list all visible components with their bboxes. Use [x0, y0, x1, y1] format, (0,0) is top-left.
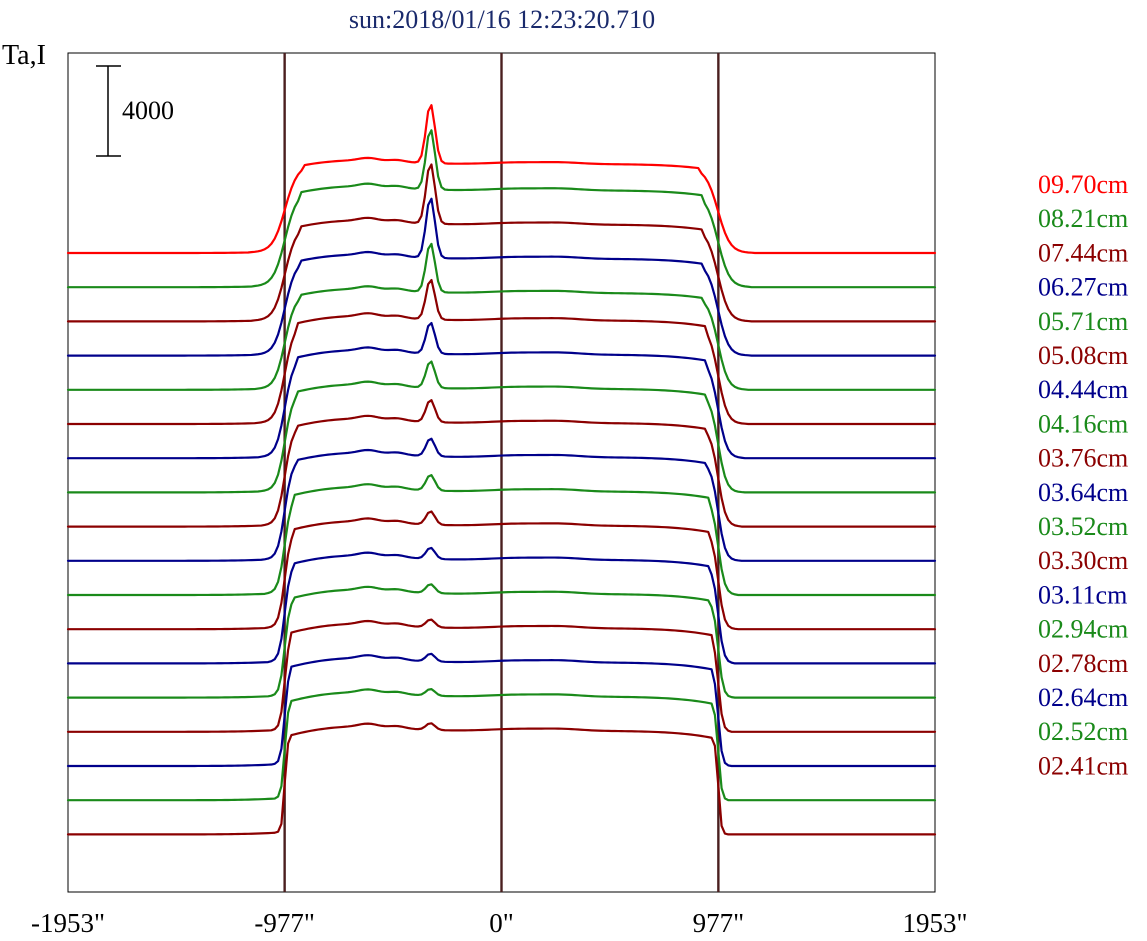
series-line-06.27cm: [66, 197, 937, 357]
series-line-08.21cm: [66, 129, 937, 289]
legend-item: 02.94cm: [1038, 615, 1128, 644]
series-line-02.94cm: [66, 583, 937, 699]
series-line-02.78cm: [66, 618, 937, 733]
legend-item: 09.70cm: [1038, 170, 1128, 199]
series-line-05.71cm: [66, 242, 937, 391]
legend-item: 04.44cm: [1038, 375, 1128, 404]
series-line-03.52cm: [66, 474, 937, 597]
legend-item: 03.30cm: [1038, 546, 1128, 575]
legend-item: 05.71cm: [1038, 307, 1128, 336]
series-line-07.44cm: [66, 163, 937, 323]
x-tick-label: 977": [693, 908, 745, 938]
chart-title: sun:2018/01/16 12:23:20.710: [349, 5, 655, 34]
x-tick-label: 1953": [902, 908, 967, 938]
legend-item: 05.08cm: [1038, 341, 1128, 370]
legend-item: 07.44cm: [1038, 238, 1128, 267]
legend-item: 06.27cm: [1038, 273, 1128, 302]
series-line-04.16cm: [66, 360, 937, 494]
legend-item: 02.52cm: [1038, 717, 1128, 746]
legend-item: 03.52cm: [1038, 512, 1128, 541]
series-line-03.76cm: [66, 399, 937, 528]
series-line-05.08cm: [66, 278, 937, 426]
legend-item: 03.76cm: [1038, 444, 1128, 473]
legend-item: 02.41cm: [1038, 751, 1128, 780]
legend: 09.70cm 08.21cm 07.44cm 06.27cm 05.71cm 05.08…: [1038, 170, 1128, 780]
legend-item: 03.11cm: [1038, 580, 1127, 609]
series-line-03.64cm: [66, 437, 937, 562]
legend-item: 03.64cm: [1038, 478, 1128, 507]
x-tick-label: -977": [254, 908, 315, 938]
scale-bar-label: 4000: [122, 96, 174, 125]
series-line-02.64cm: [66, 652, 937, 768]
series-line-04.44cm: [66, 321, 937, 460]
series-line-02.41cm: [66, 722, 937, 836]
legend-item: 04.16cm: [1038, 409, 1128, 438]
series-line-03.11cm: [66, 546, 937, 665]
x-tick-label: 0": [489, 908, 514, 938]
series-layer: [66, 104, 937, 836]
legend-item: 02.64cm: [1038, 683, 1128, 712]
x-tick-label: -1953": [31, 908, 105, 938]
series-line-02.52cm: [66, 688, 937, 802]
legend-item: 08.21cm: [1038, 204, 1128, 233]
legend-item: 02.78cm: [1038, 649, 1128, 678]
scale-bar: 4000: [96, 65, 174, 157]
series-line-09.70cm: [66, 104, 937, 255]
series-line-03.30cm: [66, 510, 937, 631]
vertical-lines: [283, 53, 720, 892]
y-axis-label: Ta,I: [2, 40, 46, 71]
x-axis-ticks: -1953" -977" 0" 977" 1953": [31, 908, 968, 938]
